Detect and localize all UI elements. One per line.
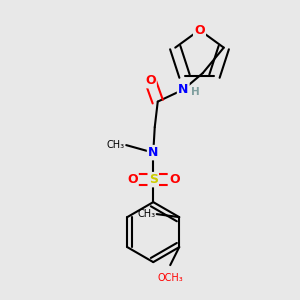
Text: N: N: [148, 146, 158, 159]
Text: O: O: [145, 74, 156, 87]
Text: CH₃: CH₃: [137, 209, 155, 219]
Text: CH₃: CH₃: [106, 140, 125, 150]
Text: O: O: [127, 173, 138, 186]
Text: H: H: [191, 87, 200, 97]
Text: O: O: [194, 23, 205, 37]
Text: OCH₃: OCH₃: [158, 273, 183, 283]
Text: N: N: [178, 83, 188, 96]
Text: O: O: [169, 173, 180, 186]
Text: S: S: [149, 173, 158, 186]
